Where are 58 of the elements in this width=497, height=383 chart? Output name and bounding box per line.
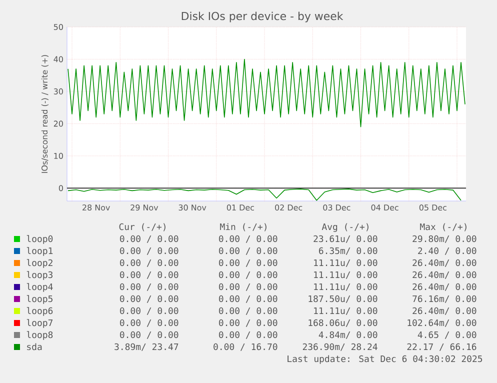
text: 0.00 / 0.00: [219, 319, 278, 327]
legend-label: loop0: [26, 235, 53, 244]
text: 26.40m/ 0.00: [412, 283, 476, 291]
text: 0.00 / 0.00: [219, 331, 278, 339]
text: 22.17 / 66.16: [407, 343, 476, 351]
legend-label: loop7: [26, 319, 53, 328]
text: 187.50u/ 0.00: [308, 295, 378, 303]
chart-title: Disk IOs per device - by week: [182, 12, 344, 22]
text: 0.00 / 0.00: [120, 235, 178, 243]
text: 0.00 / 0.00: [120, 259, 178, 267]
text: 23.61u/ 0.00: [314, 235, 378, 243]
text: 0.00 / 0.00: [120, 271, 178, 279]
text: 11.11u/ 0.00: [314, 307, 378, 315]
text: 0.00 / 0.00: [219, 307, 278, 315]
text: 102.64m/ 0.00: [408, 319, 476, 327]
legend-label: loop1: [26, 247, 53, 256]
text: 3.89m/ 23.47: [114, 343, 178, 351]
text: Max (-/+): [420, 223, 466, 232]
text: 11.11u/ 0.00: [314, 271, 378, 279]
legend-label: loop5: [26, 295, 52, 304]
text: 0.00 / 0.00: [219, 259, 278, 267]
line-series: [68, 188, 462, 201]
text: 0.00 / 0.00: [120, 319, 178, 327]
text: 11.11u/ 0.00: [314, 259, 378, 267]
text: Min (-/+): [220, 223, 266, 232]
text: 168.06u/ 0.00: [308, 319, 378, 327]
legend-label: loop3: [26, 271, 53, 280]
legend-label: sda: [27, 343, 42, 350]
text: 0.00 / 16.70: [214, 343, 278, 351]
text: 0.00 / 0.00: [219, 283, 278, 291]
text: 0.00 / 0.00: [120, 307, 178, 315]
legend-label: loop6: [26, 307, 53, 316]
text: 2.40 / 0.00: [418, 247, 476, 255]
text: 26.40m/ 0.00: [412, 259, 476, 267]
legend-label: loop2: [26, 259, 52, 268]
text: 76.16m/ 0.00: [412, 295, 476, 303]
text: 0.00 / 0.00: [219, 271, 278, 279]
text: Cur (-/+): [119, 223, 166, 232]
text: 0.00 / 0.00: [219, 295, 278, 303]
text: 236.90m/ 28.24: [302, 343, 378, 351]
text: 0.00 / 0.00: [219, 235, 278, 243]
text: 26.40m/ 0.00: [412, 307, 476, 315]
legend-label: loop8: [26, 331, 53, 340]
text: Avg (-/+): [322, 223, 368, 232]
text: 4.84m/ 0.00: [318, 331, 378, 339]
text: 11.11u/ 0.00: [314, 283, 378, 291]
text: 0.00 / 0.00: [120, 283, 178, 291]
text: 0.00 / 0.00: [120, 247, 178, 255]
legend-label: loop4: [26, 283, 53, 292]
text: 29.80m/ 0.00: [412, 235, 476, 243]
text: 4.65 / 0.00: [418, 331, 476, 339]
line-series: [68, 58, 466, 128]
text: 0.00 / 0.00: [120, 331, 178, 339]
text: Last update: Sat Dec 6 04:30:02 2025: [288, 355, 482, 364]
text: 6.35m/ 0.00: [319, 247, 378, 255]
text: 0.00 / 0.00: [120, 295, 178, 303]
text: 0.00 / 0.00: [219, 247, 278, 255]
text: 26.40m/ 0.00: [412, 271, 476, 279]
